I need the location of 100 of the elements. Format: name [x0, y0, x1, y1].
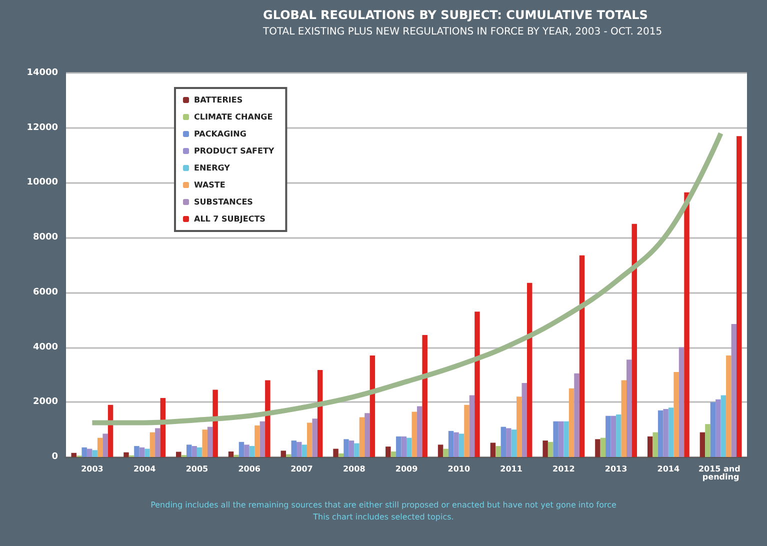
x-tick-label: 2006 — [238, 464, 261, 474]
bar — [348, 440, 354, 457]
bar — [312, 418, 318, 457]
bar — [291, 440, 296, 457]
bar — [406, 438, 412, 457]
bar — [144, 448, 150, 457]
bar — [658, 410, 664, 457]
bar — [500, 426, 506, 457]
bar — [632, 224, 637, 457]
bar — [186, 444, 192, 457]
x-tick-label: 2008 — [342, 464, 366, 474]
bar — [260, 421, 266, 457]
bar — [86, 448, 92, 457]
bar — [616, 414, 622, 457]
y-tick-label: 10000 — [26, 178, 58, 188]
bar — [254, 425, 260, 457]
y-tick-label: 4000 — [32, 342, 58, 352]
bar — [574, 373, 580, 457]
bar — [317, 370, 323, 457]
bar — [458, 434, 464, 457]
bar — [548, 442, 554, 457]
y-tick-label: 12000 — [26, 122, 58, 133]
bar — [422, 334, 428, 457]
bar — [333, 448, 338, 457]
bar — [606, 416, 611, 457]
bar — [448, 430, 454, 457]
bar — [595, 439, 600, 457]
x-tick-label: 2015 and pending — [698, 464, 744, 482]
bar — [280, 450, 286, 457]
bar — [674, 372, 679, 457]
x-tick-label: 2011 — [500, 464, 523, 474]
bar — [564, 421, 569, 457]
x-tick-label: 2004 — [133, 464, 156, 474]
bar — [238, 442, 244, 457]
bar — [600, 438, 606, 457]
bar — [338, 453, 344, 457]
bar — [286, 454, 292, 457]
bar — [139, 447, 145, 457]
bar — [155, 428, 160, 457]
bar — [496, 446, 501, 457]
bar — [296, 442, 302, 457]
bar — [102, 434, 108, 457]
bar — [705, 424, 710, 457]
bar — [228, 452, 234, 457]
legend-label: ENERGY — [194, 164, 230, 172]
bar — [390, 452, 396, 457]
bar — [359, 417, 365, 457]
x-tick-label: 2005 — [186, 464, 209, 474]
legend-label: PRODUCT SAFETY — [194, 146, 274, 156]
bar — [469, 395, 475, 457]
bar — [354, 443, 360, 457]
bar — [610, 416, 616, 457]
bar — [265, 380, 270, 457]
bar — [716, 399, 721, 457]
bar — [196, 447, 202, 457]
bar — [396, 436, 402, 457]
y-tick-label: 2000 — [32, 397, 58, 408]
bar — [416, 406, 422, 457]
bar — [207, 426, 213, 457]
bar — [663, 409, 668, 457]
bar — [542, 440, 548, 457]
x-tick-label: 2014 — [657, 464, 680, 474]
bar — [553, 421, 558, 457]
bar — [443, 448, 448, 457]
bar — [506, 428, 512, 457]
bar — [568, 388, 574, 457]
bar — [192, 446, 197, 457]
bar — [621, 380, 627, 457]
chart-subtitle: TOTAL EXISTING PLUS NEW REGULATIONS IN FORCE BY YEAR, 2003 - OCT. 2015 — [262, 26, 662, 38]
bar — [652, 432, 658, 457]
bar — [700, 432, 706, 457]
x-tick-label: 2013 — [604, 464, 628, 474]
bar — [710, 402, 716, 457]
bar — [684, 192, 690, 457]
text: This chart includes selected topics. — [312, 512, 454, 522]
x-tick-label: 2003 — [81, 464, 104, 474]
bar — [647, 436, 653, 457]
legend-label: WASTE — [194, 180, 226, 190]
y-tick-label: 6000 — [32, 287, 58, 298]
bar — [401, 436, 406, 457]
bar — [464, 404, 470, 457]
bar — [558, 421, 564, 457]
legend-label: CLIMATE CHANGE — [194, 112, 273, 122]
x-tick-label: 2009 — [395, 464, 418, 474]
bar — [668, 408, 674, 457]
bar — [344, 439, 349, 457]
x-tick-label: 2007 — [290, 464, 313, 474]
bar — [202, 430, 208, 457]
bar — [249, 446, 255, 457]
bar — [678, 347, 684, 457]
bar — [626, 360, 632, 457]
bar — [212, 390, 218, 457]
bar — [731, 324, 737, 457]
bar — [726, 356, 732, 457]
chart-title: GLOBAL REGULATIONS BY SUBJECT: CUMULATIVE TOTALS — [263, 8, 648, 22]
bar — [302, 444, 307, 457]
bar — [511, 430, 517, 457]
y-tick-label: 8000 — [32, 232, 58, 243]
bar — [474, 312, 480, 457]
bar — [176, 452, 182, 457]
